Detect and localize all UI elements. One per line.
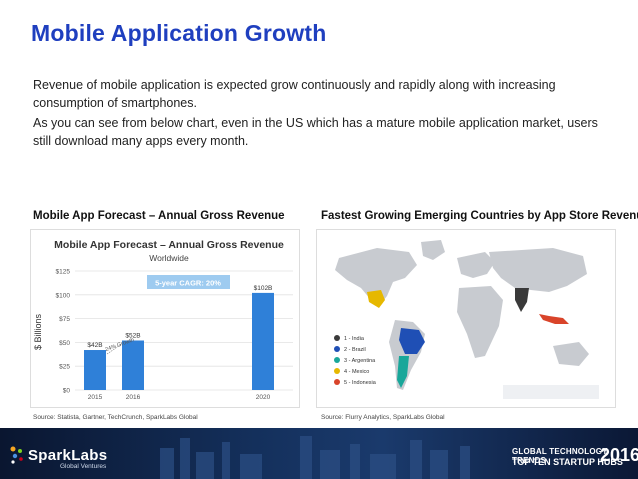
bar-2016 <box>122 340 144 390</box>
mexico-shape <box>367 290 385 308</box>
sparklabs-logo-icon <box>10 446 23 464</box>
map-footnote-box <box>503 385 599 399</box>
bar-value-label: $42B <box>87 342 102 349</box>
growth-arrow <box>106 344 122 355</box>
trends-line-1: GLOBAL TECHNOLOGY TRENDS <box>512 447 608 465</box>
legend-label: 4 - Mexico <box>344 369 369 375</box>
bar-value-labels: $42B $52B $102B <box>87 285 272 349</box>
sparklabs-brand: SparkLabs <box>28 447 108 464</box>
legend-swatch <box>334 368 340 374</box>
indonesia-shape <box>539 314 569 324</box>
bar-value-label: $52B <box>125 332 140 339</box>
cagr-badge-label: 5-year CAGR: 20% <box>155 279 221 288</box>
right-source-note: Source: Flurry Analytics, SparkLabs Glob… <box>321 414 445 421</box>
brazil-shape <box>399 328 425 354</box>
legend-label: 2 - Brazil <box>344 347 366 353</box>
y-tick-labels: $0 $25 $50 $75 $100 $125 <box>56 269 71 395</box>
trends-line-2: TOP TEN STARTUP HUBS <box>512 457 623 467</box>
x-tick-label: 2015 <box>88 394 103 401</box>
y-axis-label: $ Billions <box>33 313 43 350</box>
y-tick-label: $75 <box>59 316 70 323</box>
legend-label: 1 - India <box>344 336 365 342</box>
sparklabs-subtitle: Global Ventures <box>60 463 107 470</box>
trends-year: 2016 <box>600 445 638 465</box>
chart-subtitle: Worldwide <box>149 253 189 263</box>
x-tick-labels: 2015 2016 2020 <box>88 394 271 401</box>
legend-swatch <box>334 335 340 341</box>
legend-swatch <box>334 357 340 363</box>
slide-title: Mobile Application Growth <box>31 20 327 46</box>
legend-label: 3 - Argentina <box>344 358 376 364</box>
map-legend: 1 - India 2 - Brazil 3 - Argentina 4 - Mexi… <box>334 335 377 386</box>
india-shape <box>515 288 529 312</box>
intro-paragraph: Revenue of mobile application is expecte… <box>33 78 556 110</box>
right-section-heading: Fastest Growing Emerging Countries by Ap… <box>321 210 638 222</box>
revenue-chart-panel: Mobile App Forecast – Annual Gross Reven… <box>30 229 300 408</box>
footer-skyline <box>160 436 470 479</box>
chart-title: Mobile App Forecast – Annual Gross Reven… <box>54 239 284 251</box>
x-tick-label: 2016 <box>126 394 141 401</box>
legend-label: 5 - Indonesia <box>344 380 377 386</box>
y-tick-label: $100 <box>56 292 71 299</box>
argentina-shape <box>397 356 409 388</box>
y-tick-label: $25 <box>59 364 70 371</box>
detail-paragraph: As you can see from below chart, even in… <box>33 116 598 148</box>
bar-2020 <box>252 292 274 390</box>
bar-2015 <box>84 350 106 390</box>
y-tick-label: $125 <box>56 269 71 276</box>
y-tick-label: $0 <box>63 388 71 395</box>
y-tick-label: $50 <box>59 340 70 347</box>
cagr-badge <box>147 275 230 289</box>
chart-bars <box>84 292 274 390</box>
legend-swatch <box>334 346 340 352</box>
bar-value-label: $102B <box>254 285 273 292</box>
x-tick-label: 2020 <box>256 394 271 401</box>
world-map-panel: 1 - India 2 - Brazil 3 - Argentina 4 - Mexi… <box>316 229 616 408</box>
legend-swatch <box>334 379 340 385</box>
world-map: 1 - India 2 - Brazil 3 - Argentina 4 - Mexi… <box>317 230 615 407</box>
footer-banner <box>0 428 638 479</box>
revenue-chart: Mobile App Forecast – Annual Gross Reven… <box>33 239 293 401</box>
left-source-note: Source: Statista, Gartner, TechCrunch, S… <box>33 414 198 421</box>
left-section-heading: Mobile App Forecast – Annual Gross Reven… <box>33 210 285 222</box>
